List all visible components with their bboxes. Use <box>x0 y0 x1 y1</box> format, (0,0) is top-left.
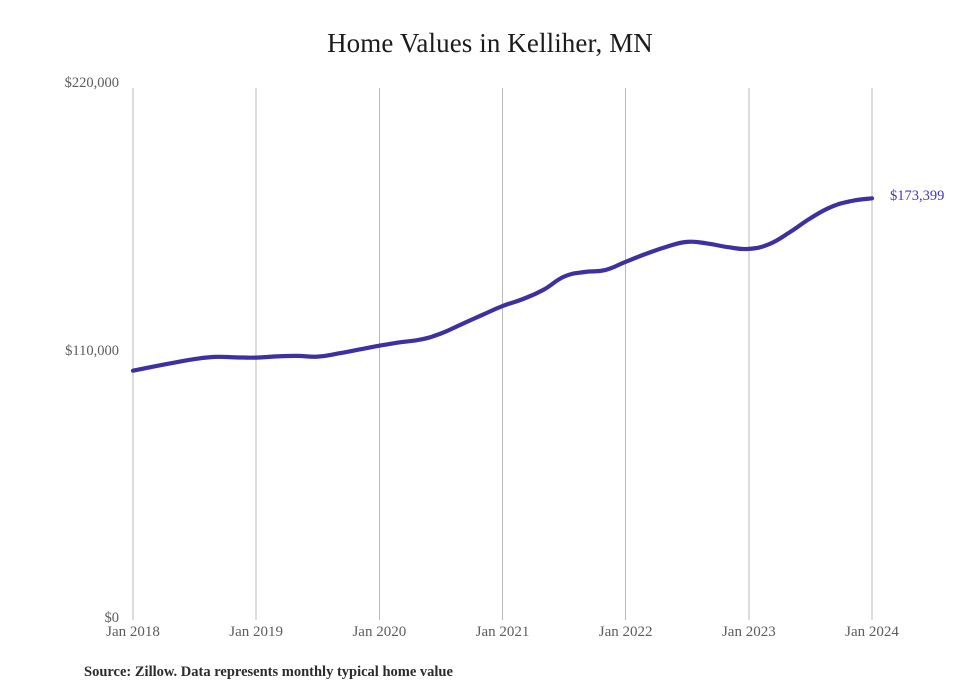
x-tick-label: Jan 2019 <box>229 624 284 640</box>
x-gridlines <box>132 88 873 620</box>
x-tick-label: Jan 2023 <box>721 624 776 640</box>
x-tick-label: Jan 2024 <box>845 624 899 640</box>
chart-title: Home Values in Kelliher, MN <box>327 28 653 58</box>
y-tick-label: $220,000 <box>64 75 119 91</box>
x-tick-label: Jan 2022 <box>598 624 653 640</box>
y-tick-label: $110,000 <box>65 342 119 359</box>
y-tick-label: $0 <box>104 610 120 626</box>
x-tick-label: Jan 2021 <box>475 624 530 640</box>
source-note: Source: Zillow. Data represents monthly … <box>84 664 453 680</box>
home-value-line <box>130 196 875 373</box>
x-tick-label: Jan 2018 <box>106 624 160 640</box>
x-tick-label: Jan 2020 <box>352 624 407 640</box>
end-value-label: $173,399 <box>890 188 945 205</box>
